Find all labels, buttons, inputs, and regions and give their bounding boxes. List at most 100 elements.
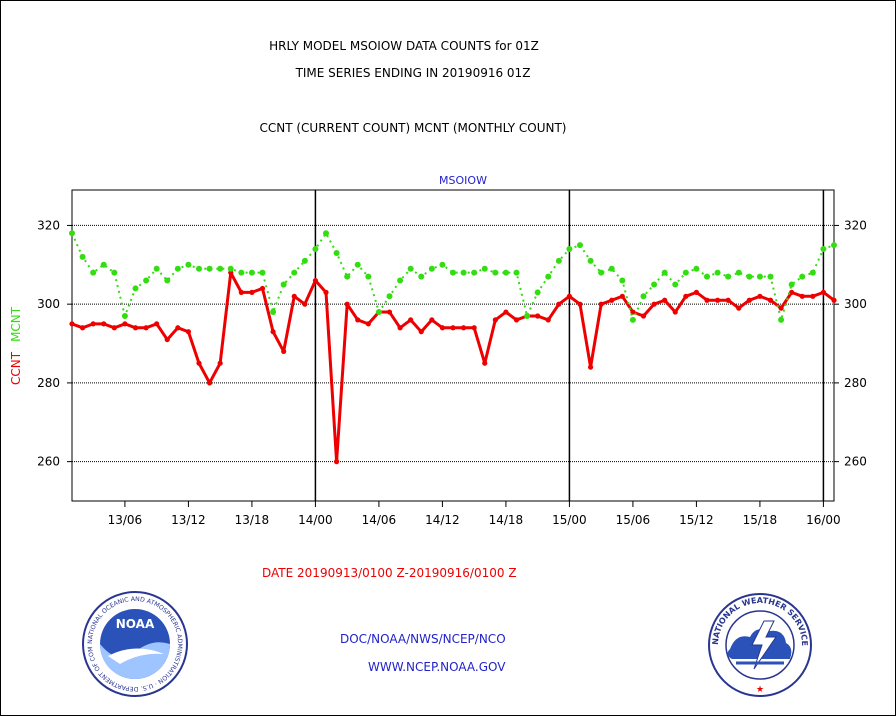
data-point-mcnt (566, 246, 573, 253)
x-tick-label: 13/06 (108, 513, 143, 527)
data-point-mcnt (439, 261, 446, 268)
data-point-ccnt (111, 325, 117, 331)
x-tick-label: 14/18 (489, 513, 524, 527)
chart-title-line2: TIME SERIES ENDING IN 20190916 01Z (295, 66, 531, 80)
data-point-ccnt (154, 321, 160, 327)
data-point-ccnt (799, 293, 805, 299)
data-point-mcnt (196, 265, 202, 272)
org-label: DOC/NOAA/NWS/NCEP/NCO (340, 632, 506, 646)
data-point-ccnt (217, 360, 223, 366)
data-point-mcnt (121, 312, 128, 319)
y-axis-label-ccnt: CCNT (9, 351, 23, 385)
data-point-mcnt (375, 309, 382, 316)
data-point-mcnt (397, 277, 404, 284)
data-point-ccnt (122, 321, 128, 327)
chart-title-line1: HRLY MODEL MSOIOW DATA COUNTS for 01Z (269, 39, 539, 53)
data-point-ccnt (291, 293, 297, 299)
data-point-mcnt (524, 312, 531, 319)
data-point-mcnt (608, 265, 615, 272)
data-point-ccnt (619, 293, 625, 299)
data-point-mcnt (291, 269, 298, 276)
data-point-ccnt (831, 297, 837, 303)
y-tick-label-right: 300 (844, 297, 867, 311)
data-point-ccnt (270, 329, 276, 335)
x-tick-label: 14/06 (362, 513, 397, 527)
data-point-ccnt (101, 321, 107, 327)
data-point-ccnt (746, 297, 752, 303)
data-point-mcnt (640, 293, 647, 300)
data-point-mcnt (227, 265, 234, 272)
data-point-ccnt (238, 289, 244, 295)
data-point-ccnt (365, 321, 371, 327)
data-point-ccnt (408, 317, 414, 323)
data-point-ccnt (630, 309, 636, 315)
website-label: WWW.NCEP.NOAA.GOV (368, 660, 506, 674)
data-point-mcnt (280, 281, 287, 288)
noaa-logo: NOAA NATIONAL OCEANIC AND ATMOSPHERIC AD… (80, 590, 188, 697)
data-point-ccnt (259, 285, 266, 292)
data-point-ccnt (312, 277, 319, 284)
x-tick-label: 15/00 (552, 513, 587, 527)
data-point-mcnt (778, 316, 785, 323)
data-point-mcnt (79, 253, 86, 260)
data-point-ccnt (778, 305, 784, 311)
data-point-ccnt (302, 301, 308, 307)
data-point-mcnt (471, 269, 478, 276)
data-point-mcnt (344, 273, 351, 280)
data-point-mcnt (704, 273, 710, 280)
data-point-mcnt (206, 265, 213, 272)
data-point-ccnt (439, 325, 446, 331)
data-point-mcnt (629, 316, 636, 323)
y-tick-label-left: 280 (37, 376, 60, 390)
data-point-mcnt (502, 269, 509, 276)
data-point-mcnt (270, 309, 277, 316)
data-point-ccnt (429, 317, 435, 323)
x-tick-label: 15/06 (616, 513, 651, 527)
data-point-ccnt (471, 325, 477, 331)
data-point-ccnt (662, 297, 668, 303)
data-point-mcnt (164, 277, 171, 284)
data-point-ccnt (609, 297, 615, 303)
data-point-mcnt (301, 257, 308, 264)
data-point-ccnt (344, 301, 350, 307)
data-point-ccnt (693, 289, 700, 295)
data-point-mcnt (587, 257, 594, 264)
data-point-mcnt (555, 257, 562, 264)
data-point-ccnt (196, 360, 202, 366)
data-point-mcnt (259, 269, 266, 276)
x-tick-label: 14/00 (298, 513, 333, 527)
data-point-mcnt (651, 281, 658, 288)
data-point-mcnt (756, 273, 763, 280)
data-point-ccnt (757, 293, 763, 299)
data-point-ccnt (535, 313, 541, 319)
data-point-mcnt (725, 273, 732, 280)
chart-station-title: MSOIOW (439, 174, 487, 187)
data-point-mcnt (545, 273, 552, 280)
data-point-ccnt (460, 325, 467, 331)
data-point-mcnt (100, 261, 107, 268)
data-point-ccnt (683, 293, 689, 299)
data-point-mcnt (217, 265, 224, 272)
series-line-mcnt (71, 231, 835, 324)
y-axis-label-mcnt: MCNT (9, 306, 23, 342)
data-point-ccnt (810, 293, 816, 299)
data-point-mcnt (238, 269, 245, 276)
data-point-mcnt (323, 230, 329, 237)
data-point-mcnt (492, 269, 499, 276)
data-point-ccnt (545, 317, 551, 323)
data-point-ccnt (714, 297, 721, 303)
data-point-mcnt (143, 277, 150, 284)
data-point-mcnt (365, 273, 372, 280)
data-point-ccnt (725, 297, 731, 303)
data-point-mcnt (386, 293, 393, 300)
data-point-ccnt (672, 309, 678, 315)
x-tick-label: 13/18 (235, 513, 270, 527)
data-point-mcnt (69, 230, 75, 237)
data-point-ccnt (90, 321, 96, 327)
data-point-ccnt (69, 321, 75, 327)
data-point-mcnt (619, 277, 626, 284)
data-point-ccnt (640, 313, 647, 319)
data-point-mcnt (767, 273, 774, 280)
data-point-mcnt (788, 281, 795, 288)
